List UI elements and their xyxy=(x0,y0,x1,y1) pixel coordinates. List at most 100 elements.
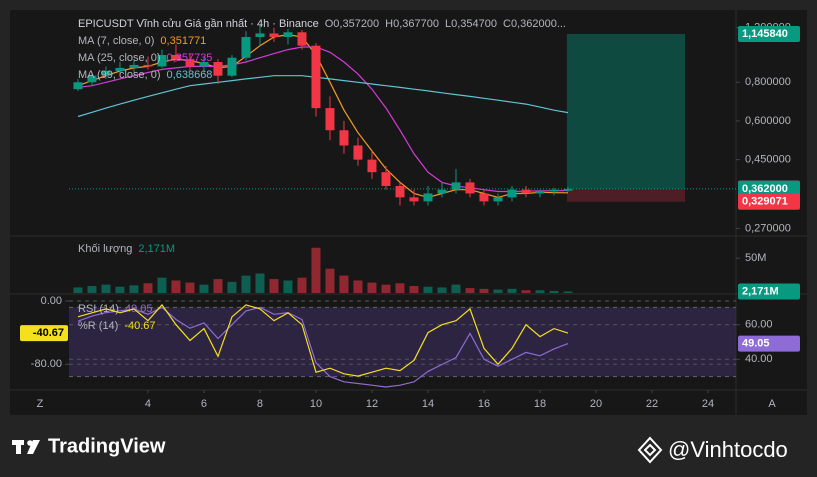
volume-bar xyxy=(339,275,349,293)
legend-item: MA (25, close, 0) xyxy=(78,52,161,64)
legend-item: Khối lượng xyxy=(78,243,132,255)
legend-item: EPICUSDT Vĩnh cửu Giá gần nhất · 4h · Bi… xyxy=(78,18,319,30)
price-label-box xyxy=(738,283,800,300)
volume-bar xyxy=(479,288,489,293)
price-label: 49.05 xyxy=(742,338,770,350)
x-tick-label: 10 xyxy=(310,398,322,410)
legend-item: RSI (14) xyxy=(78,303,119,315)
volume-bar xyxy=(87,286,97,293)
candle-body xyxy=(199,62,209,67)
candle-body xyxy=(213,62,223,76)
candle-body xyxy=(395,185,405,198)
candle-body xyxy=(451,182,461,190)
x-tick-label: 22 xyxy=(646,398,658,410)
legend-item: MA (99, close, 0) xyxy=(78,69,161,81)
volume-bar xyxy=(451,284,461,293)
volume-bar xyxy=(255,273,265,293)
watermark-icon xyxy=(637,436,663,464)
legend: EPICUSDT Vĩnh cửu Giá gần nhất · 4h · Bi… xyxy=(78,18,566,30)
candle-body xyxy=(367,159,377,173)
price-label-box xyxy=(738,193,800,210)
volume-bar xyxy=(367,282,377,293)
candle-body xyxy=(171,54,181,60)
y-tick-label: -80.00 xyxy=(31,358,62,370)
candle-body xyxy=(143,64,153,67)
legend-item: %R (14) xyxy=(78,320,118,332)
volume-bar xyxy=(311,247,321,293)
brand: TradingView xyxy=(48,435,166,457)
candle-body xyxy=(283,32,293,38)
legend-item: MA (7, close, 0) xyxy=(78,35,154,47)
series-line xyxy=(77,46,569,193)
volume-bar xyxy=(395,283,405,293)
legend-item: 0,351771 xyxy=(160,35,206,47)
legend-item: 0,357735 xyxy=(167,52,213,64)
stop-zone xyxy=(566,188,686,202)
candle-body xyxy=(381,172,391,186)
price-label: 2,171M xyxy=(742,285,779,297)
candle-body xyxy=(353,145,363,160)
price-label-box xyxy=(738,180,800,197)
x-tick-label: 16 xyxy=(478,398,490,410)
volume-bar xyxy=(101,284,111,293)
volume-bar xyxy=(241,275,251,293)
candle-body xyxy=(73,82,83,90)
candle-body xyxy=(241,37,251,58)
volume-bar xyxy=(129,285,139,293)
series-line xyxy=(77,303,569,377)
y-tick-label: 40.00 xyxy=(745,353,773,365)
candle-body xyxy=(185,59,195,67)
candle-body xyxy=(465,182,475,194)
legend: Khối lượng 2,171M xyxy=(78,243,175,255)
legend-item: 2,171M xyxy=(138,243,175,255)
x-tick-label: 12 xyxy=(366,398,378,410)
x-tick-label: 8 xyxy=(257,398,263,410)
legend-item: H0,367700 xyxy=(385,18,439,30)
price-label: 0,362000 xyxy=(742,183,788,195)
candle-body xyxy=(297,32,307,46)
volume-bar xyxy=(213,279,223,293)
candle-body xyxy=(437,189,447,194)
price-label-box xyxy=(20,325,68,342)
volume-bar xyxy=(157,277,167,293)
candle-body xyxy=(87,75,97,83)
brand-logo xyxy=(12,440,40,454)
candle-body xyxy=(255,33,265,38)
legend: MA (99, close, 0) 0,638668 xyxy=(78,69,212,81)
candle-body xyxy=(101,70,111,76)
x-tick-label: 6 xyxy=(201,398,207,410)
legend-item: C0,362000... xyxy=(503,18,566,30)
candle-body xyxy=(339,130,349,146)
legend: MA (25, close, 0) 0,357735 xyxy=(78,52,212,64)
price-label-box xyxy=(738,25,800,42)
legend-item: 49.05 xyxy=(125,303,153,315)
candle-body xyxy=(157,54,167,67)
y-tick-label: 0,600000 xyxy=(745,115,791,127)
volume-bar xyxy=(199,284,209,293)
volume-bar xyxy=(437,287,447,293)
volume-bar xyxy=(563,291,573,293)
candle-body xyxy=(493,197,503,202)
y-tick-label: 50M xyxy=(745,252,766,264)
volume-bar xyxy=(549,290,559,293)
candle-body xyxy=(227,57,237,76)
x-tick-label: 20 xyxy=(590,398,602,410)
x-tick-label: 18 xyxy=(534,398,546,410)
volume-bar xyxy=(73,287,83,293)
volume-bar xyxy=(465,288,475,293)
volume-bar xyxy=(185,282,195,293)
watermark: @Vinhtocdo xyxy=(668,437,788,462)
x-tick-label: 4 xyxy=(145,398,151,410)
volume-bar xyxy=(521,290,531,293)
candle-body xyxy=(549,189,559,192)
corner-button[interactable]: Z xyxy=(37,398,44,410)
volume-bar xyxy=(409,286,419,293)
price-label: 1,145840 xyxy=(742,28,788,40)
price-label: 0,329071 xyxy=(742,196,788,208)
volume-bar xyxy=(423,286,433,293)
corner-button[interactable]: A xyxy=(768,398,776,410)
rsi-band xyxy=(69,307,736,377)
volume-bar xyxy=(325,268,335,293)
volume-bar xyxy=(171,280,181,293)
legend-item: -40.67 xyxy=(124,320,155,332)
